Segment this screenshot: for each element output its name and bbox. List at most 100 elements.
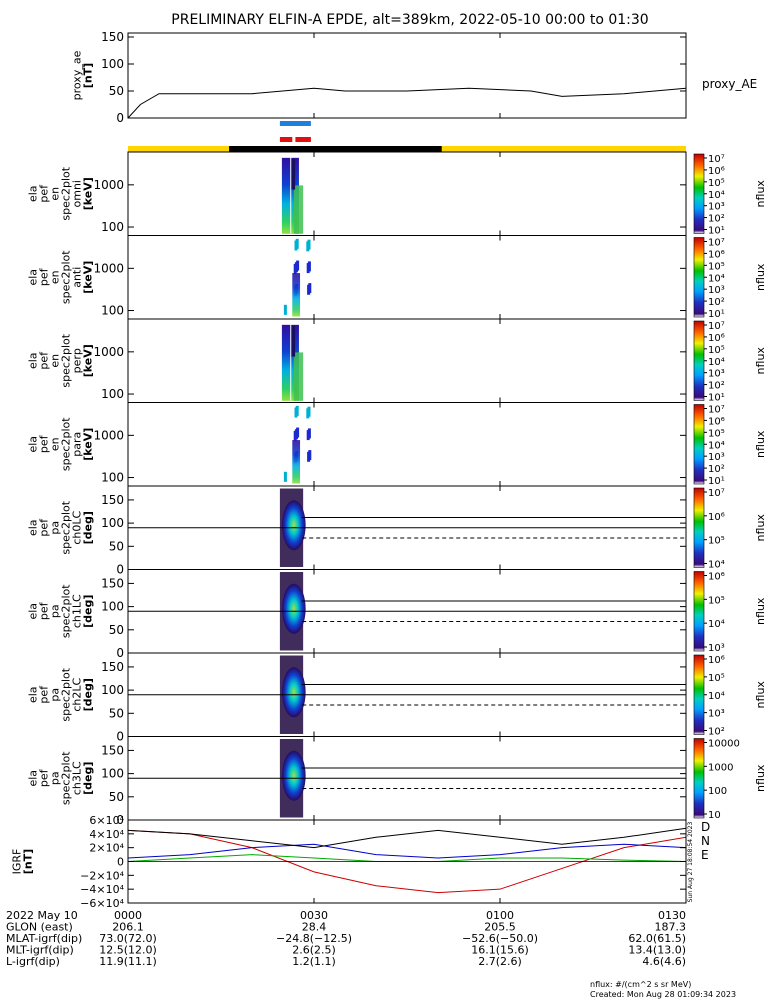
ylabel-line: perp <box>71 348 84 373</box>
panel-spectrogram-1: 1001000elapefenspec2plotomni[keV]10¹10²1… <box>27 152 767 237</box>
colorbar-tick-label: 10⁴ <box>708 440 725 451</box>
ylabel-line: pef <box>38 267 51 286</box>
y-tick-label: 100 <box>101 471 124 485</box>
orbit-markers <box>128 121 686 152</box>
y-tick-label: 50 <box>109 84 124 98</box>
ylabel-line: ela <box>27 352 40 369</box>
panel-spectrogram-2: 1001000elapefenspec2plotanti[keV]10¹10²1… <box>27 235 767 320</box>
ylabel-line: ela <box>27 269 40 286</box>
ylabel-line: [deg] <box>82 511 95 544</box>
science-zone-bar-red <box>295 137 311 142</box>
y-tick-label: 4×10⁴ <box>89 828 124 841</box>
ylabel-line: spec2plot <box>60 500 73 554</box>
ylabel-line: ela <box>27 519 40 536</box>
colorbar-tick-label: 10² <box>708 297 725 308</box>
ylabel-line: ela <box>27 686 40 703</box>
colorbar-tick-label: 10⁵ <box>708 428 725 439</box>
ylabel-line: para <box>71 432 84 457</box>
colorbar-tick-label: 10⁶ <box>708 572 725 583</box>
colorbar-tick-label: 1000 <box>708 762 733 773</box>
ylabel-line: spec2plot <box>60 417 73 471</box>
y-tick-label: 50 <box>109 623 124 637</box>
ylabel-line: pa <box>49 604 62 618</box>
colorbar-tick-label: 10⁷ <box>708 405 725 416</box>
ylabel-line: pef <box>38 351 51 370</box>
colorbar-tick-label: 10⁶ <box>708 416 725 427</box>
colorbar-tick-label: 10³ <box>708 369 725 380</box>
spectrogram-speckle <box>283 304 287 315</box>
y-tick-label: 50 <box>109 790 124 804</box>
spectrogram-block <box>293 185 304 234</box>
ylabel-line: ch2LC <box>71 678 84 712</box>
colorbar-tick-label: 100 <box>708 786 727 797</box>
colorbar-tick-label: 10⁵ <box>708 673 725 684</box>
ylabel-line: spec2plot <box>60 250 73 304</box>
y-tick-label: 1000 <box>93 178 124 192</box>
y-tick-label: 100 <box>101 683 124 697</box>
igrf-line-D <box>127 829 687 894</box>
y-tick-label: 0 <box>116 111 124 125</box>
colorbar-tick-label: 10⁶ <box>708 166 725 177</box>
y-tick-label: 150 <box>101 493 124 507</box>
spectrogram-block <box>293 352 304 401</box>
colorbar-tick-label: 10⁵ <box>708 595 725 606</box>
colorbar-label: nflux <box>754 347 767 375</box>
y-tick-label: 1000 <box>93 345 124 359</box>
spectrogram-speckle <box>306 408 310 419</box>
ylabel-line: ela <box>27 603 40 620</box>
spectrogram-block <box>292 273 301 317</box>
colorbar-tick-label: 10⁷ <box>708 154 725 165</box>
colorbar-tick-label: 10¹ <box>708 226 725 237</box>
ylabel-line: ela <box>27 436 40 453</box>
ylabel-line: [deg] <box>82 678 95 711</box>
proxy-ae-line <box>127 87 687 119</box>
panel-spectrogram-4: 1001000elapefenspec2plotpara[keV]10¹10²1… <box>27 402 767 487</box>
colorbar <box>693 654 705 735</box>
colorbar-tick-label: 10³ <box>708 452 725 463</box>
y-tick-label: 0 <box>116 563 124 577</box>
spectrogram-speckle <box>306 241 310 252</box>
igrf-legend-D: D <box>701 820 710 834</box>
spectrogram-block <box>282 667 306 718</box>
y-tick-label: 150 <box>101 576 124 590</box>
colorbar-tick-label: 10⁷ <box>708 238 725 249</box>
proxy-ae-legend: proxy_AE <box>702 77 757 91</box>
y-tick-label: −4×10⁴ <box>80 883 124 896</box>
colorbar-tick-label: 10⁵ <box>708 345 725 356</box>
ylabel-line: [keV] <box>82 344 95 377</box>
colorbar-label: nflux <box>754 764 767 792</box>
igrf-ylabel: IGRF[nT] <box>11 849 35 875</box>
spectrogram-block <box>282 750 306 801</box>
spectrogram-speckle <box>294 407 298 418</box>
colorbar-tick-label: 10⁴ <box>708 619 725 630</box>
colorbar-tick-label: 10² <box>708 727 725 738</box>
igrf-frame <box>127 819 687 904</box>
y-tick-label: 100 <box>101 767 124 781</box>
colorbar-label: nflux <box>754 430 767 458</box>
colorbar-tick-label: 10³ <box>708 709 725 720</box>
colorbar <box>693 487 705 568</box>
ylabel-line: en <box>49 354 62 368</box>
ylabel-line: ch1LC <box>71 594 84 628</box>
panel-proxy-ae: 0 50 100 150 proxy_ae[nT] proxy_AE <box>71 30 758 125</box>
plot-title: PRELIMINARY ELFIN-A EPDE, alt=389km, 202… <box>171 12 648 28</box>
spectrogram-speckle <box>283 471 287 482</box>
y-tick-label: −6×10⁴ <box>80 897 124 910</box>
colorbar-tick-label: 10² <box>708 464 725 475</box>
ylabel-line: en <box>49 270 62 284</box>
colorbar-tick-label: 10⁴ <box>708 560 725 571</box>
spectrogram-speckle <box>293 430 297 441</box>
y-tick-label: 50 <box>109 539 124 553</box>
colorbar-tick-label: 10⁵ <box>708 536 725 547</box>
colorbar <box>693 404 705 485</box>
ylabel-line: omni <box>71 180 84 207</box>
y-tick-label: 150 <box>101 660 124 674</box>
ylabel-line: ch0LC <box>71 511 84 545</box>
